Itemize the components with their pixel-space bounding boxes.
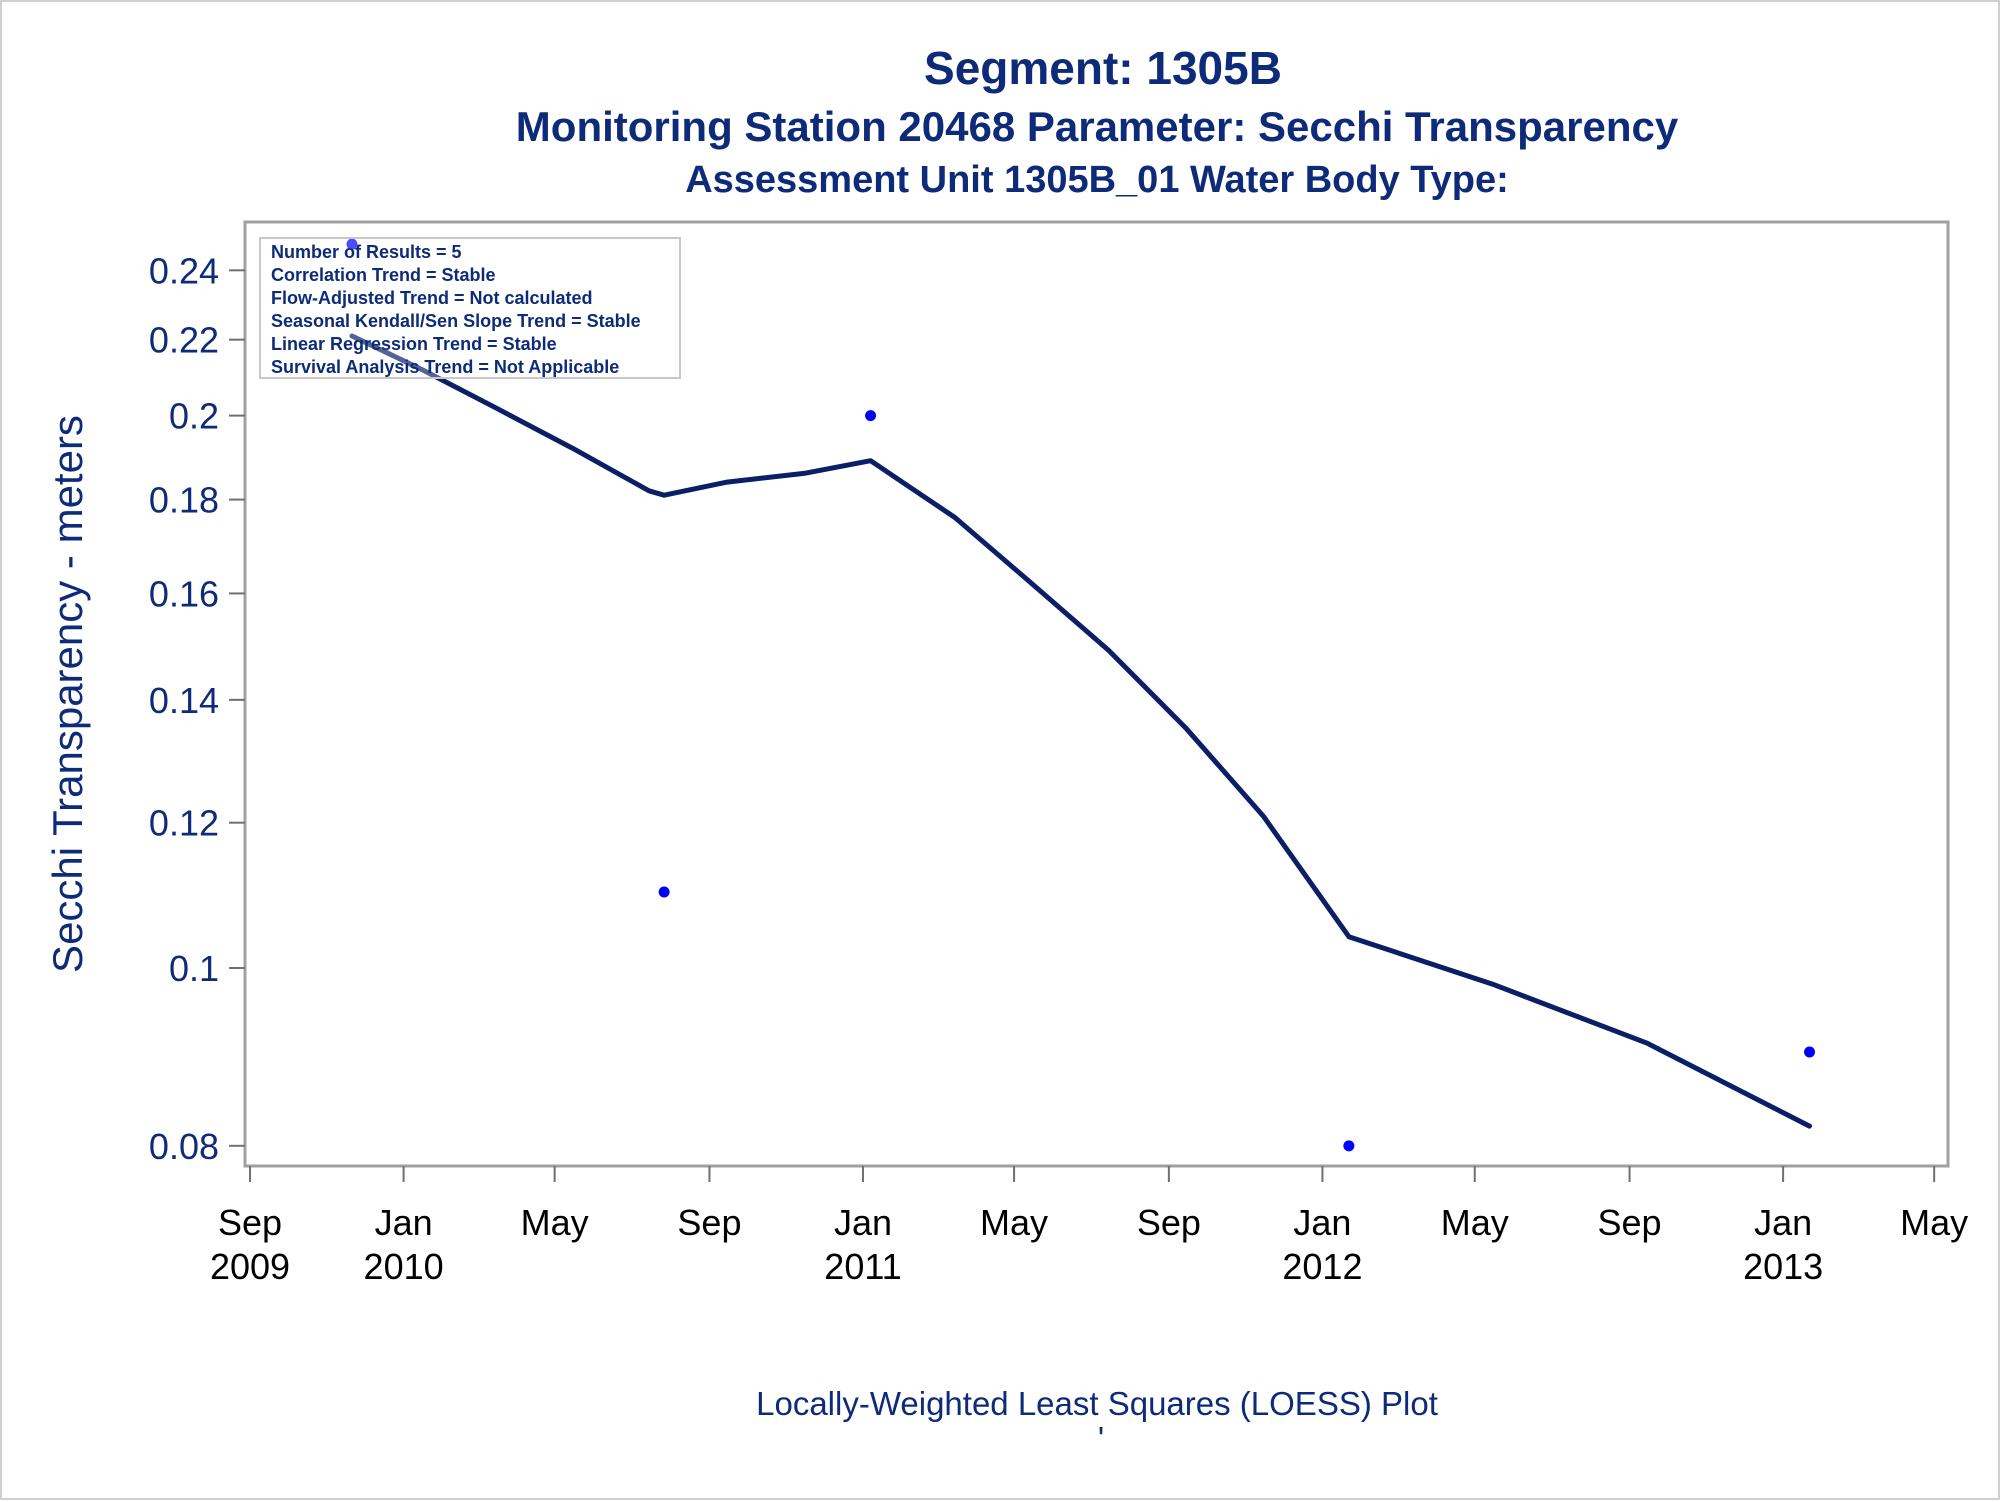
stats-line-linear-regression: Linear Regression Trend = Stable <box>271 334 557 354</box>
stats-line-survival: Survival Analysis Trend = Not Applicable <box>271 357 619 377</box>
y-tick-label: 0.16 <box>149 573 219 614</box>
footnote: Locally-Weighted Least Squares (LOESS) P… <box>756 1385 1438 1422</box>
stats-line-seasonal-kendall: Seasonal Kendall/Sen Slope Trend = Stabl… <box>271 311 641 331</box>
x-tick-year-label: 2011 <box>824 1246 901 1287</box>
x-tick-label: Jan <box>834 1202 892 1243</box>
chart-title: Segment: 1305B <box>924 42 1282 94</box>
y-axis-label: Secchi Transparency - meters <box>44 415 91 973</box>
x-tick-label: May <box>1900 1202 1968 1243</box>
stats-line-correlation: Correlation Trend = Stable <box>271 265 496 285</box>
y-axis: 0.08 0.1 0.12 0.14 0.16 0.18 0.2 0.22 0.24 <box>149 250 245 1167</box>
x-tick-year-label: 2012 <box>1282 1246 1362 1287</box>
x-tick-label: Sep <box>1137 1202 1201 1243</box>
loess-layer <box>349 333 1812 1129</box>
y-tick-label: 0.24 <box>149 250 219 291</box>
data-point <box>1343 1140 1355 1152</box>
x-tick-year-label: 2009 <box>210 1246 290 1287</box>
x-tick-label: Jan <box>1754 1202 1812 1243</box>
data-point <box>1804 1046 1816 1058</box>
x-tick-label: Sep <box>1598 1202 1662 1243</box>
plot-area-frame <box>243 220 1950 1168</box>
data-point <box>865 410 877 422</box>
x-tick-label: Sep <box>677 1202 741 1243</box>
x-tick-year-label: 2010 <box>364 1246 444 1287</box>
x-tick-label: Jan <box>375 1202 433 1243</box>
y-tick-label: 0.14 <box>149 680 219 721</box>
x-tick-label: Jan <box>1293 1202 1351 1243</box>
y-tick-label: 0.12 <box>149 803 219 844</box>
stats-line-flow-adjusted: Flow-Adjusted Trend = Not calculated <box>271 288 593 308</box>
data-point <box>658 886 670 898</box>
y-tick-label: 0.18 <box>149 480 219 521</box>
stats-box: Number of Results = 5 Correlation Trend … <box>259 237 681 379</box>
stats-line-results: Number of Results = 5 <box>271 242 462 262</box>
x-tick-label: May <box>980 1202 1048 1243</box>
x-tick-label: May <box>521 1202 589 1243</box>
x-tick-year-label: 2013 <box>1743 1246 1823 1287</box>
loess-line <box>349 333 1812 1129</box>
y-tick-label: 0.22 <box>149 320 219 361</box>
chart-subtitle: Monitoring Station 20468 Parameter: Secc… <box>516 103 1679 150</box>
x-tick-label: Sep <box>218 1202 282 1243</box>
data-point <box>346 238 358 250</box>
points-layer <box>346 238 1816 1152</box>
chart-subtitle-2: Assessment Unit 1305B_01 Water Body Type… <box>685 159 1509 201</box>
stats-box-border <box>259 237 681 379</box>
footnote-mark: ' <box>1098 1420 1104 1457</box>
y-tick-label: 0.1 <box>169 948 219 989</box>
x-tick-label: May <box>1441 1202 1509 1243</box>
y-tick-label: 0.08 <box>149 1126 219 1167</box>
y-tick-label: 0.2 <box>169 396 219 437</box>
